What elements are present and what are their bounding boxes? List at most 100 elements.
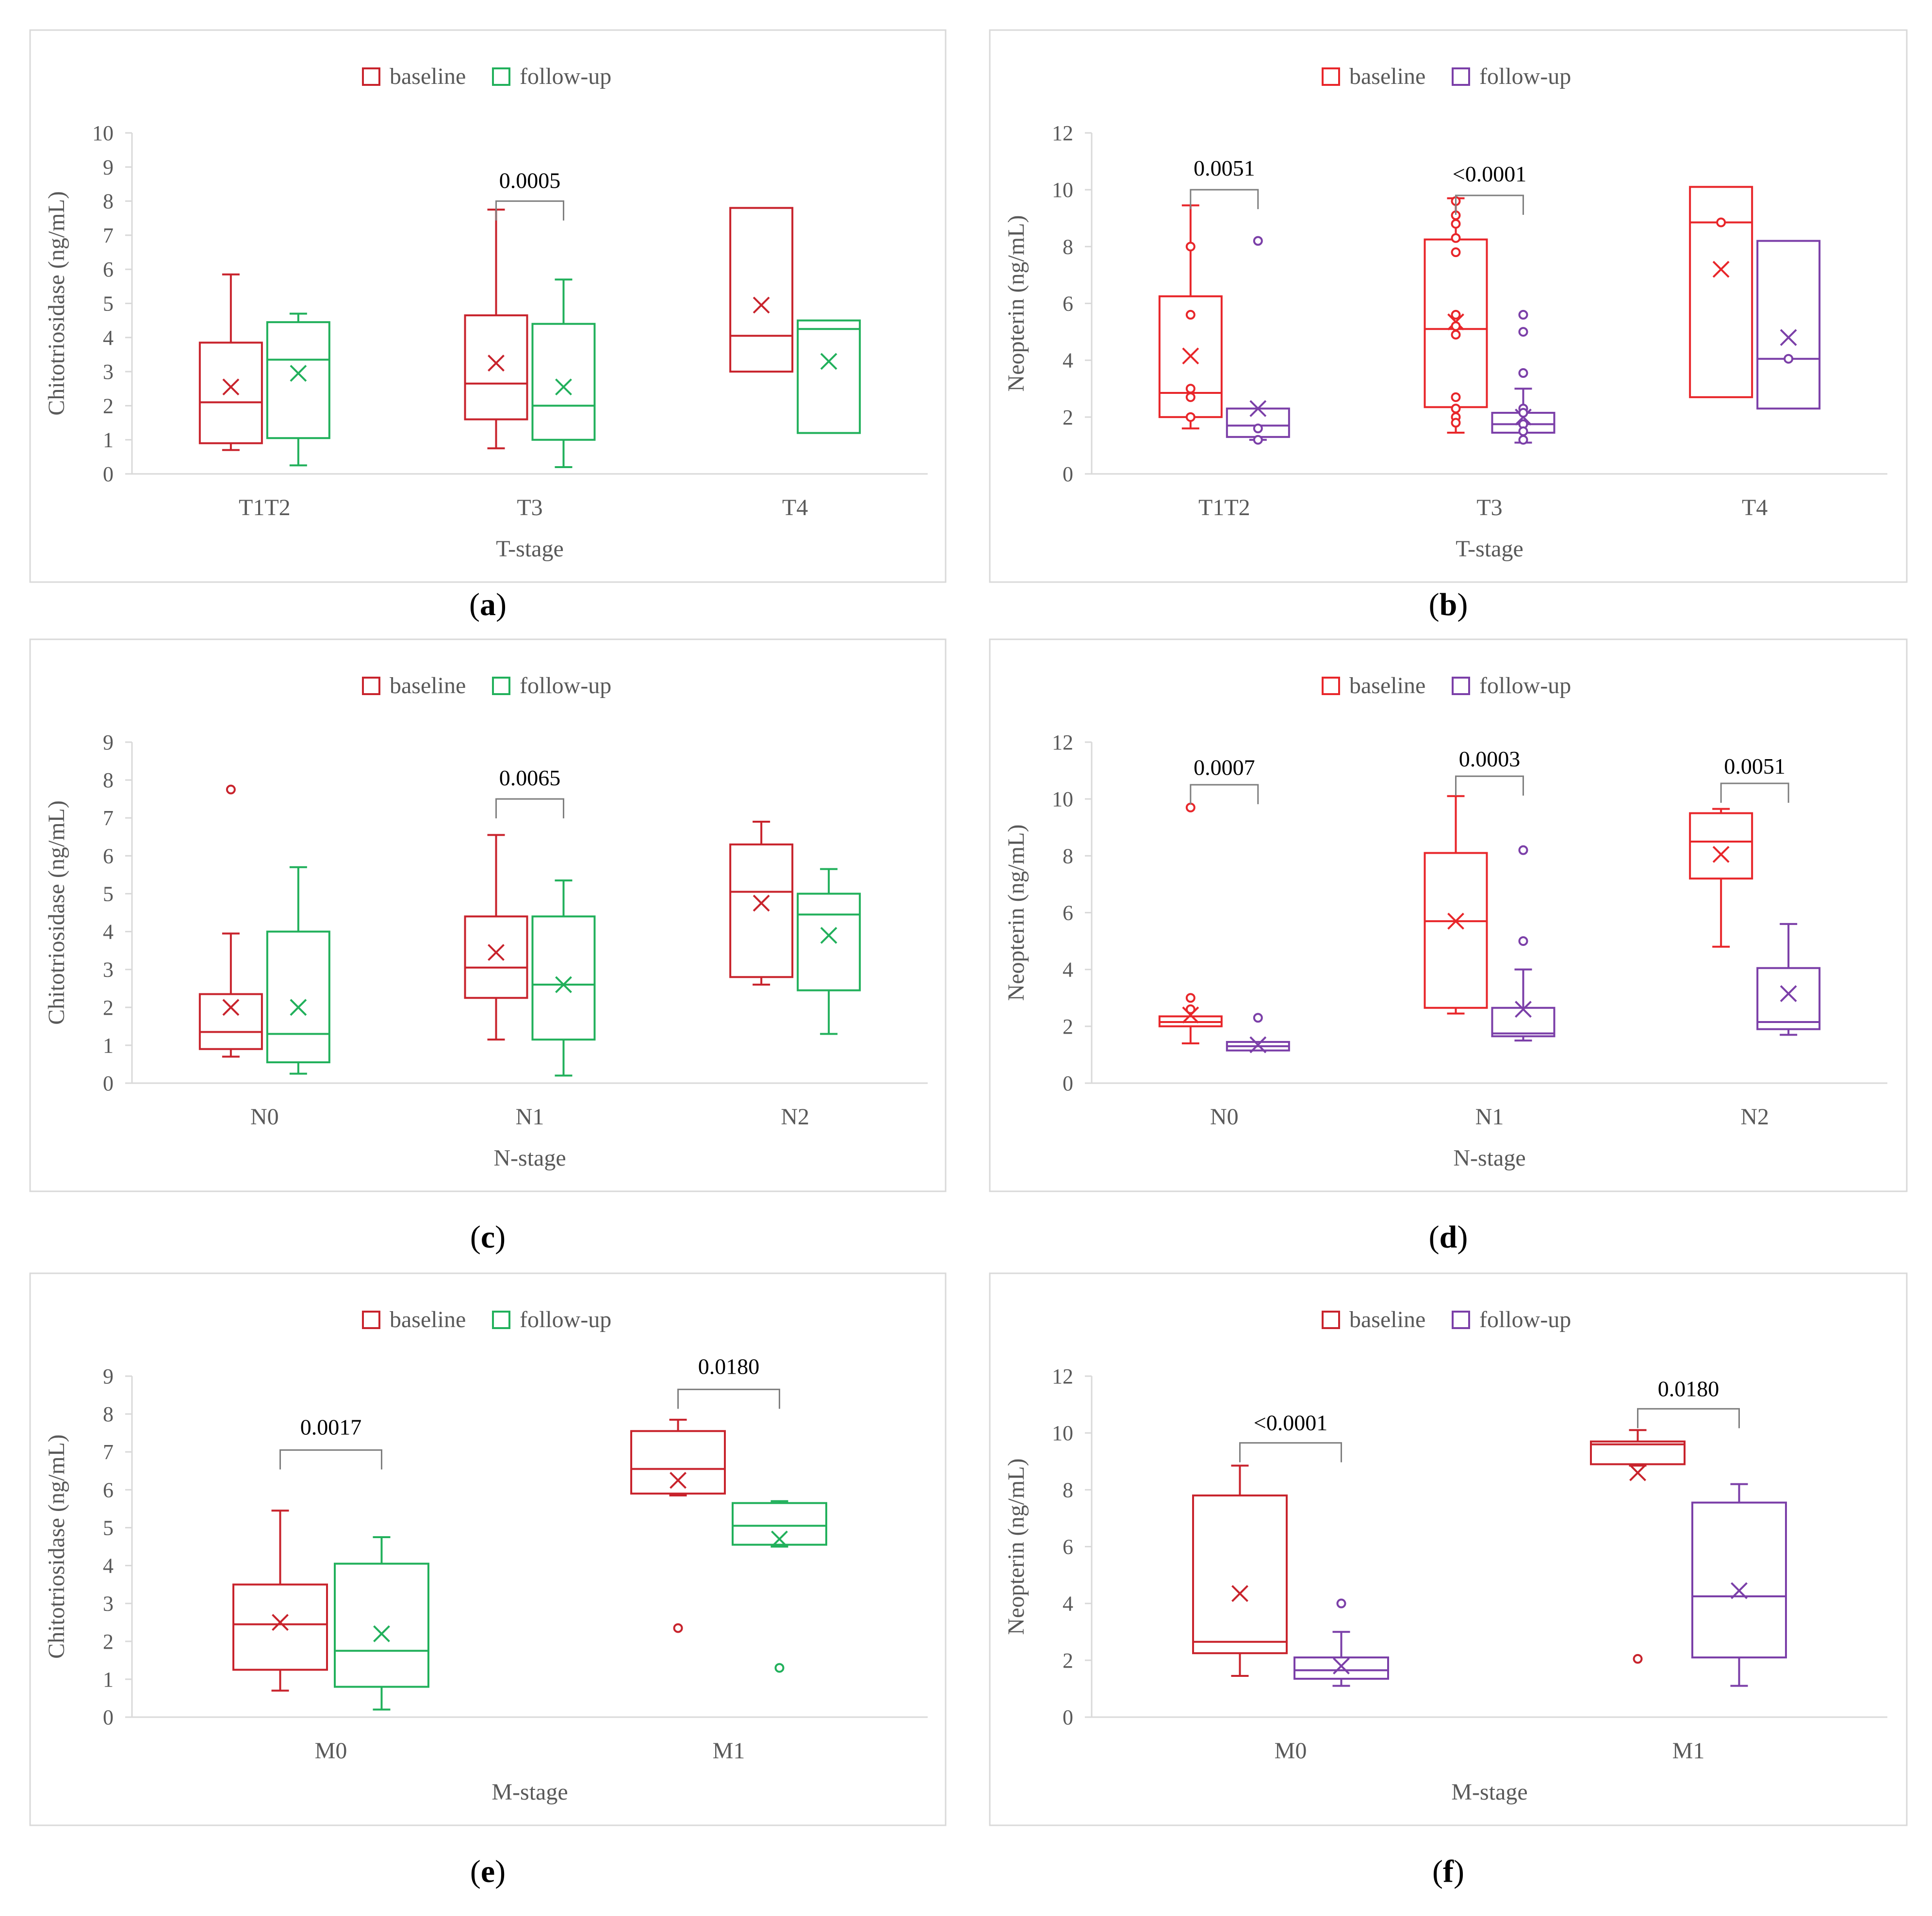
outlier-point — [1451, 247, 1461, 258]
box-baseline-N1 — [464, 834, 528, 1041]
box-iqr — [1756, 240, 1821, 410]
y-axis-title: Chitotriosidase (ng/mL) — [44, 800, 69, 1025]
box-follow-up-M1 — [1691, 1483, 1787, 1687]
caption-close-paren: ) — [495, 1219, 506, 1255]
mean-marker — [1447, 912, 1464, 930]
caption-open-paren: ( — [1429, 587, 1440, 622]
legend-follow-up-label: follow-up — [1479, 64, 1571, 89]
outlier-point — [1336, 1598, 1346, 1608]
box-iqr — [334, 1562, 429, 1688]
legend-baseline-swatch — [362, 67, 380, 86]
box-baseline-N0 — [1158, 802, 1223, 1044]
box-baseline-T1T2 — [1158, 204, 1223, 430]
outlier-point — [673, 1623, 683, 1633]
y-tick-label: 5 — [103, 882, 114, 906]
panel-a: baseline follow-up 0 1 2 3 4 5 6 7 8 9 10 Chitotriosi… — [29, 29, 947, 583]
y-tick-label: 2 — [103, 1630, 114, 1654]
outlier-point — [1518, 845, 1528, 855]
y-tick-label: 1 — [103, 1034, 114, 1057]
y-tick-label: 8 — [1063, 1478, 1073, 1502]
x-tick-label: N0 — [250, 1104, 279, 1130]
caption-open-paren: ( — [470, 1219, 481, 1255]
box-baseline-N2 — [729, 821, 794, 986]
y-tick-label: 12 — [1052, 731, 1073, 754]
mean-marker — [290, 999, 307, 1016]
outlier-point — [1518, 426, 1528, 437]
mean-marker — [488, 355, 505, 372]
significance-bracket: 0.0065 — [495, 765, 564, 819]
bracket-line — [495, 200, 564, 221]
y-tick-label: 0 — [1063, 1705, 1073, 1729]
mean-marker — [753, 296, 770, 314]
box-iqr — [531, 323, 596, 441]
outlier-point — [1185, 1004, 1195, 1014]
outlier-point — [1716, 217, 1726, 227]
panel-caption: (d) — [1429, 1219, 1468, 1255]
caption-letter: e — [481, 1854, 495, 1889]
outlier-point — [1451, 321, 1461, 331]
y-tick-label: 4 — [1063, 349, 1073, 373]
y-tick-label: 4 — [103, 920, 114, 944]
bracket-line — [1637, 1408, 1740, 1429]
outlier-point — [1633, 1654, 1643, 1664]
panel-e: baseline follow-up 0 1 2 3 4 5 6 7 8 9 Chitotriosida… — [29, 1272, 947, 1826]
caption-open-paren: ( — [469, 587, 480, 622]
y-axis-title: Chitotriosidase (ng/mL) — [44, 1434, 69, 1659]
outlier-point — [1784, 354, 1794, 364]
box-iqr — [630, 1430, 726, 1495]
box-follow-up-T4 — [1756, 240, 1821, 410]
y-tick-label: 3 — [103, 360, 114, 384]
box-follow-up-T3 — [1491, 309, 1555, 445]
x-tick-label: N0 — [1210, 1104, 1239, 1130]
legend: baseline follow-up — [1322, 673, 1571, 698]
y-tick-label: 6 — [1063, 292, 1073, 316]
caption-letter: a — [480, 587, 496, 622]
outlier-point — [1451, 309, 1461, 320]
x-tick-label: M0 — [1275, 1738, 1307, 1764]
significance-bracket: 0.0051 — [1720, 754, 1789, 803]
caption-letter: b — [1440, 587, 1457, 622]
mean-marker — [1515, 1001, 1532, 1018]
box-follow-up-N1 — [1491, 845, 1555, 1042]
y-tick-label: 6 — [103, 844, 114, 868]
significance-bracket: 0.0003 — [1455, 747, 1524, 796]
box-follow-up-M1 — [732, 1500, 827, 1673]
x-tick-label: T3 — [517, 495, 542, 520]
bracket-line — [1455, 195, 1524, 215]
box-iqr — [1192, 1494, 1288, 1655]
outlier-point — [1253, 1013, 1263, 1023]
y-tick-label: 7 — [103, 1440, 114, 1464]
y-tick-label: 6 — [103, 1478, 114, 1502]
y-tick-label: 3 — [103, 958, 114, 982]
mean-marker — [488, 944, 505, 961]
caption-close-paren: ) — [495, 1854, 506, 1889]
mean-marker — [1731, 1582, 1748, 1599]
p-value-label: 0.0180 — [1658, 1376, 1719, 1401]
box-follow-up-T1T2 — [266, 312, 330, 467]
y-tick-label: 7 — [103, 224, 114, 247]
outlier-point — [1451, 418, 1461, 428]
legend-follow-up-label: follow-up — [520, 673, 611, 698]
mean-marker — [753, 894, 770, 912]
y-tick-label: 2 — [1063, 1015, 1073, 1039]
y-tick-label: 8 — [103, 190, 114, 213]
legend-baseline-swatch — [362, 1311, 380, 1329]
legend-follow-up-swatch — [1452, 1311, 1470, 1329]
y-tick-label: 1 — [103, 428, 114, 452]
caption-letter: f — [1443, 1854, 1454, 1889]
box-baseline-M0 — [232, 1510, 328, 1692]
y-tick-label: 9 — [103, 155, 114, 179]
caption-open-paren: ( — [1432, 1854, 1443, 1889]
panel-caption: (f) — [1432, 1854, 1464, 1889]
y-axis-title: Neopterin (ng/mL) — [1003, 215, 1029, 392]
y-tick-label: 6 — [103, 258, 114, 281]
p-value-label: 0.0005 — [499, 168, 561, 193]
caption-letter: d — [1440, 1219, 1457, 1255]
x-axis-title: N-stage — [1453, 1145, 1525, 1171]
legend: baseline follow-up — [362, 1307, 611, 1332]
y-tick-label: 4 — [1063, 1592, 1073, 1616]
significance-bracket: 0.0017 — [279, 1414, 382, 1470]
mean-marker — [1780, 329, 1797, 346]
panel-caption: (a) — [469, 587, 507, 622]
legend-follow-up-swatch — [1452, 67, 1470, 86]
